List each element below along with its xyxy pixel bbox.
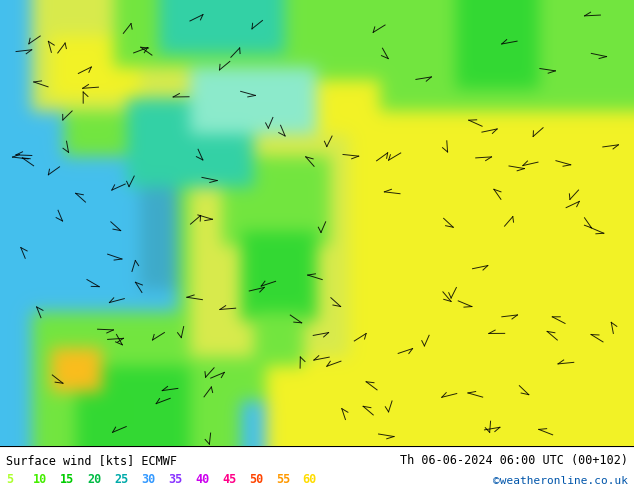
Text: 5: 5: [6, 472, 13, 486]
Text: 45: 45: [222, 472, 236, 486]
Text: 30: 30: [141, 472, 155, 486]
Text: 60: 60: [303, 472, 317, 486]
Text: 15: 15: [60, 472, 74, 486]
Text: 55: 55: [276, 472, 290, 486]
Text: Surface wind [kts] ECMWF: Surface wind [kts] ECMWF: [6, 454, 178, 467]
Text: 10: 10: [34, 472, 48, 486]
Text: 25: 25: [114, 472, 128, 486]
Text: Th 06-06-2024 06:00 UTC (00+102): Th 06-06-2024 06:00 UTC (00+102): [399, 454, 628, 467]
Text: 40: 40: [195, 472, 209, 486]
Text: 20: 20: [87, 472, 101, 486]
Text: 35: 35: [168, 472, 182, 486]
Text: 50: 50: [249, 472, 263, 486]
Text: ©weatheronline.co.uk: ©weatheronline.co.uk: [493, 476, 628, 486]
